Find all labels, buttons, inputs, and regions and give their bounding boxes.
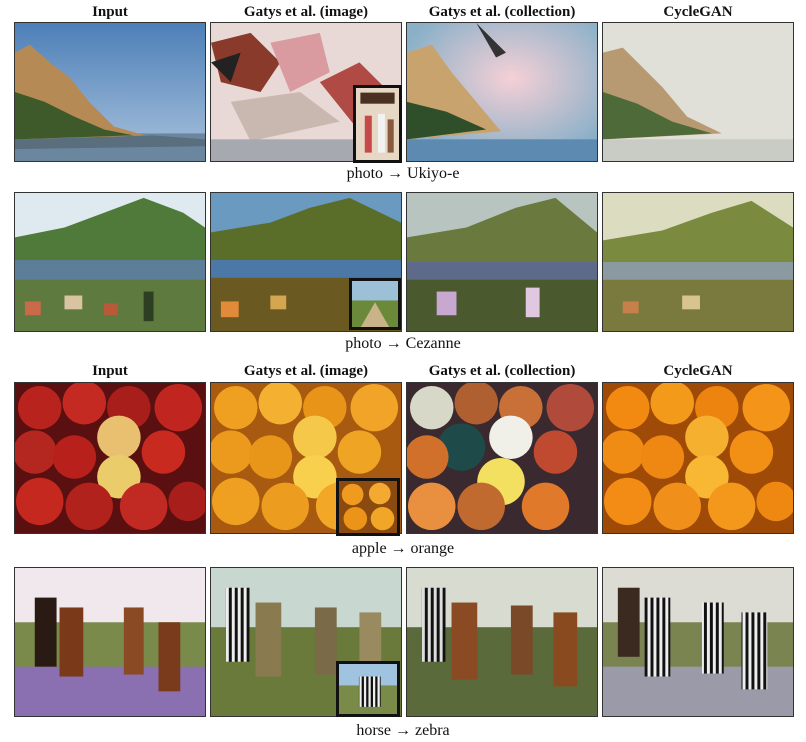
image-coast-cyclegan	[602, 22, 794, 162]
style-reference-inset-ukiyoe	[353, 85, 402, 163]
image-lake-input	[14, 192, 206, 332]
image-coast-input	[14, 22, 206, 162]
image-apples-gatys-collection	[406, 382, 598, 534]
column-header-cyclegan: CycleGAN	[663, 4, 733, 20]
image-apples-cyclegan	[602, 382, 794, 534]
column-header-input: Input	[92, 4, 128, 20]
image-lake-gatys-image	[210, 192, 402, 332]
image-coast-gatys-collection	[406, 22, 598, 162]
caption-photo-to-ukiyoe: photo → Ukiyo-e	[346, 165, 460, 182]
style-reference-inset-orange	[336, 478, 400, 536]
column-header-gatys-collection: Gatys et al. (collection)	[428, 4, 576, 20]
caption-horse-to-zebra: horse → zebra	[356, 722, 450, 739]
column-header-cyclegan-bottom: CycleGAN	[663, 363, 733, 379]
column-header-gatys-image-bottom: Gatys et al. (image)	[243, 363, 369, 379]
image-horses-cyclegan	[602, 567, 794, 717]
column-header-input-bottom: Input	[92, 363, 128, 379]
image-horses-input	[14, 567, 206, 717]
image-lake-cyclegan	[602, 192, 794, 332]
style-reference-inset-zebra	[336, 661, 400, 717]
column-header-gatys-collection-bottom: Gatys et al. (collection)	[428, 363, 576, 379]
caption-photo-to-cezanne: photo → Cezanne	[345, 335, 461, 352]
image-apples-input	[14, 382, 206, 534]
image-horses-gatys-collection	[406, 567, 598, 717]
image-lake-gatys-collection	[406, 192, 598, 332]
style-reference-inset-cezanne	[349, 278, 401, 330]
column-header-gatys-image: Gatys et al. (image)	[243, 4, 369, 20]
caption-apple-to-orange: apple → orange	[351, 540, 455, 557]
